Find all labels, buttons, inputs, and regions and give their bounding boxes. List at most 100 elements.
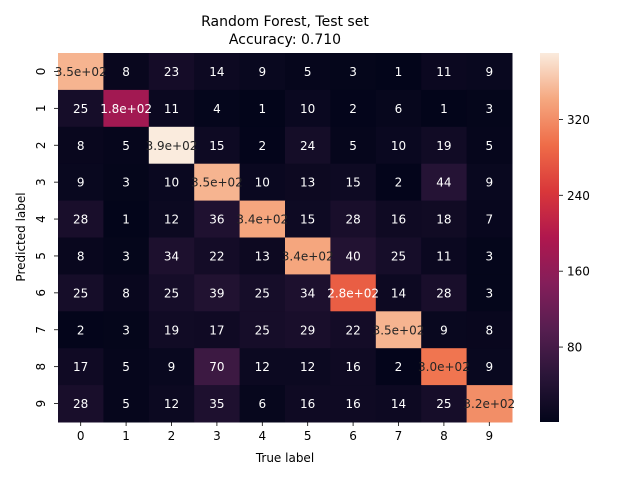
- x-tick-label: 3: [213, 429, 221, 443]
- heatmap-cell-label: 5: [349, 139, 357, 153]
- heatmap-cell: [103, 237, 150, 275]
- heatmap-cell: [239, 274, 286, 312]
- heatmap-cell-label: 5: [485, 139, 493, 153]
- y-axis-label: Predicted label: [14, 192, 28, 281]
- heatmap-cell-label: 1: [258, 102, 266, 116]
- heatmap-cell: [148, 89, 195, 128]
- heatmap-cell: [421, 348, 468, 386]
- heatmap-cell: [421, 53, 468, 91]
- heatmap-cell-label: 19: [436, 139, 451, 153]
- heatmap-cell: [239, 89, 286, 128]
- heatmap-cell-label: 5: [122, 139, 130, 153]
- heatmap-cell-label: 8: [122, 286, 130, 300]
- heatmap-cell: [466, 53, 513, 91]
- heatmap-cell: [194, 163, 241, 202]
- heatmap-cell: [285, 274, 331, 312]
- heatmap-cell: [285, 163, 331, 202]
- y-tick-label: 1: [34, 105, 48, 113]
- heatmap-cell-label: 14: [209, 65, 224, 79]
- heatmap-cell-label: 25: [436, 397, 451, 411]
- heatmap-cell: [375, 53, 422, 91]
- heatmap-cell-label: 16: [300, 397, 315, 411]
- heatmap-cell: [194, 126, 241, 165]
- heatmap-cell: [330, 274, 377, 312]
- heatmap-cell-label: 15: [209, 139, 224, 153]
- heatmap-cell-label: 2.8e+02: [327, 286, 379, 300]
- heatmap-cell-label: 40: [345, 249, 360, 263]
- heatmap-cell: [466, 89, 513, 128]
- heatmap-cell: [148, 237, 195, 275]
- heatmap-cell: [330, 385, 377, 423]
- heatmap-cell: [103, 89, 150, 128]
- heatmap-cell: [330, 126, 377, 165]
- heatmap-cell: [285, 348, 331, 386]
- heatmap-cell: [421, 163, 468, 202]
- y-tick-label: 2: [34, 141, 48, 149]
- heatmap-cell: [330, 237, 377, 275]
- x-axis: 0 1 2 3 4 5 6 7 8 9: [77, 422, 493, 443]
- heatmap-cell: [58, 237, 104, 275]
- heatmap-cell: [239, 385, 286, 423]
- heatmap-cell-label: 1: [395, 65, 403, 79]
- colorbar-tick-label: 320: [567, 113, 590, 127]
- heatmap-cell: [421, 311, 468, 349]
- heatmap-cell: [375, 89, 422, 128]
- heatmap-cell-label: 28: [73, 397, 88, 411]
- heatmap-cell-label: 17: [73, 360, 88, 374]
- x-tick-label: 2: [168, 429, 176, 443]
- heatmap-cell: [285, 89, 331, 128]
- heatmap-cell-label: 3.2e+02: [463, 397, 515, 411]
- x-tick-label: 1: [122, 429, 130, 443]
- colorbar-tick-label: 80: [567, 341, 582, 355]
- heatmap-cell: [194, 385, 241, 423]
- heatmap-cell-label: 24: [300, 139, 315, 153]
- heatmap-cell-label: 9: [168, 360, 176, 374]
- colorbar-ticks: 80 160 240 320: [559, 113, 590, 355]
- heatmap-cell-label: 2: [395, 176, 403, 190]
- heatmap-cell-label: 9: [485, 360, 493, 374]
- heatmap-cell: [58, 89, 104, 128]
- heatmap-cell: [194, 89, 241, 128]
- heatmap-cell: [375, 274, 422, 312]
- heatmap-cell-label: 25: [255, 286, 270, 300]
- heatmap-cell-label: 13: [300, 176, 315, 190]
- heatmap-cell: [239, 163, 286, 202]
- heatmap-cell: [466, 237, 513, 275]
- heatmap-cell-label: 23: [164, 65, 179, 79]
- heatmap-cell-label: 25: [73, 102, 88, 116]
- x-tick-label: 8: [440, 429, 448, 443]
- heatmap-cell: [239, 200, 286, 238]
- colorbar-tick-label: 160: [567, 265, 590, 279]
- heatmap-cell: [148, 274, 195, 312]
- heatmap-cell: [103, 53, 150, 91]
- heatmap-cell-label: 3.4e+02: [236, 213, 288, 227]
- heatmap-cell: [194, 237, 241, 275]
- heatmap-cell: [466, 311, 513, 349]
- heatmap-cell: [375, 348, 422, 386]
- chart-title-line1: Random Forest, Test set: [201, 14, 369, 30]
- heatmap-cell: [330, 89, 377, 128]
- heatmap-cell: [58, 385, 104, 423]
- heatmap-cell-label: 3: [122, 323, 130, 337]
- heatmap-cell: [466, 348, 513, 386]
- heatmap-cell-label: 3: [485, 102, 493, 116]
- heatmap-cell-label: 3: [485, 249, 493, 263]
- heatmap-cell-label: 12: [164, 397, 179, 411]
- heatmap-cell-label: 10: [391, 139, 406, 153]
- heatmap-cell-label: 12: [255, 360, 270, 374]
- heatmap-cell: [375, 163, 422, 202]
- heatmap-cell-label: 16: [391, 213, 406, 227]
- heatmap-cell-label: 3.9e+02: [146, 139, 198, 153]
- y-tick-label: 6: [34, 289, 48, 297]
- heatmap-cell-label: 29: [300, 323, 315, 337]
- heatmap-cell: [421, 237, 468, 275]
- heatmap-cell: [375, 200, 422, 238]
- heatmap-cell: [330, 348, 377, 386]
- heatmap-cell: [103, 311, 150, 349]
- heatmap-cell: [375, 126, 422, 165]
- heatmap-cell: [421, 89, 468, 128]
- heatmap-cell: [103, 200, 150, 238]
- y-tick-label: 4: [34, 215, 48, 223]
- x-tick-label: 9: [485, 429, 493, 443]
- heatmap-cell-label: 16: [345, 397, 360, 411]
